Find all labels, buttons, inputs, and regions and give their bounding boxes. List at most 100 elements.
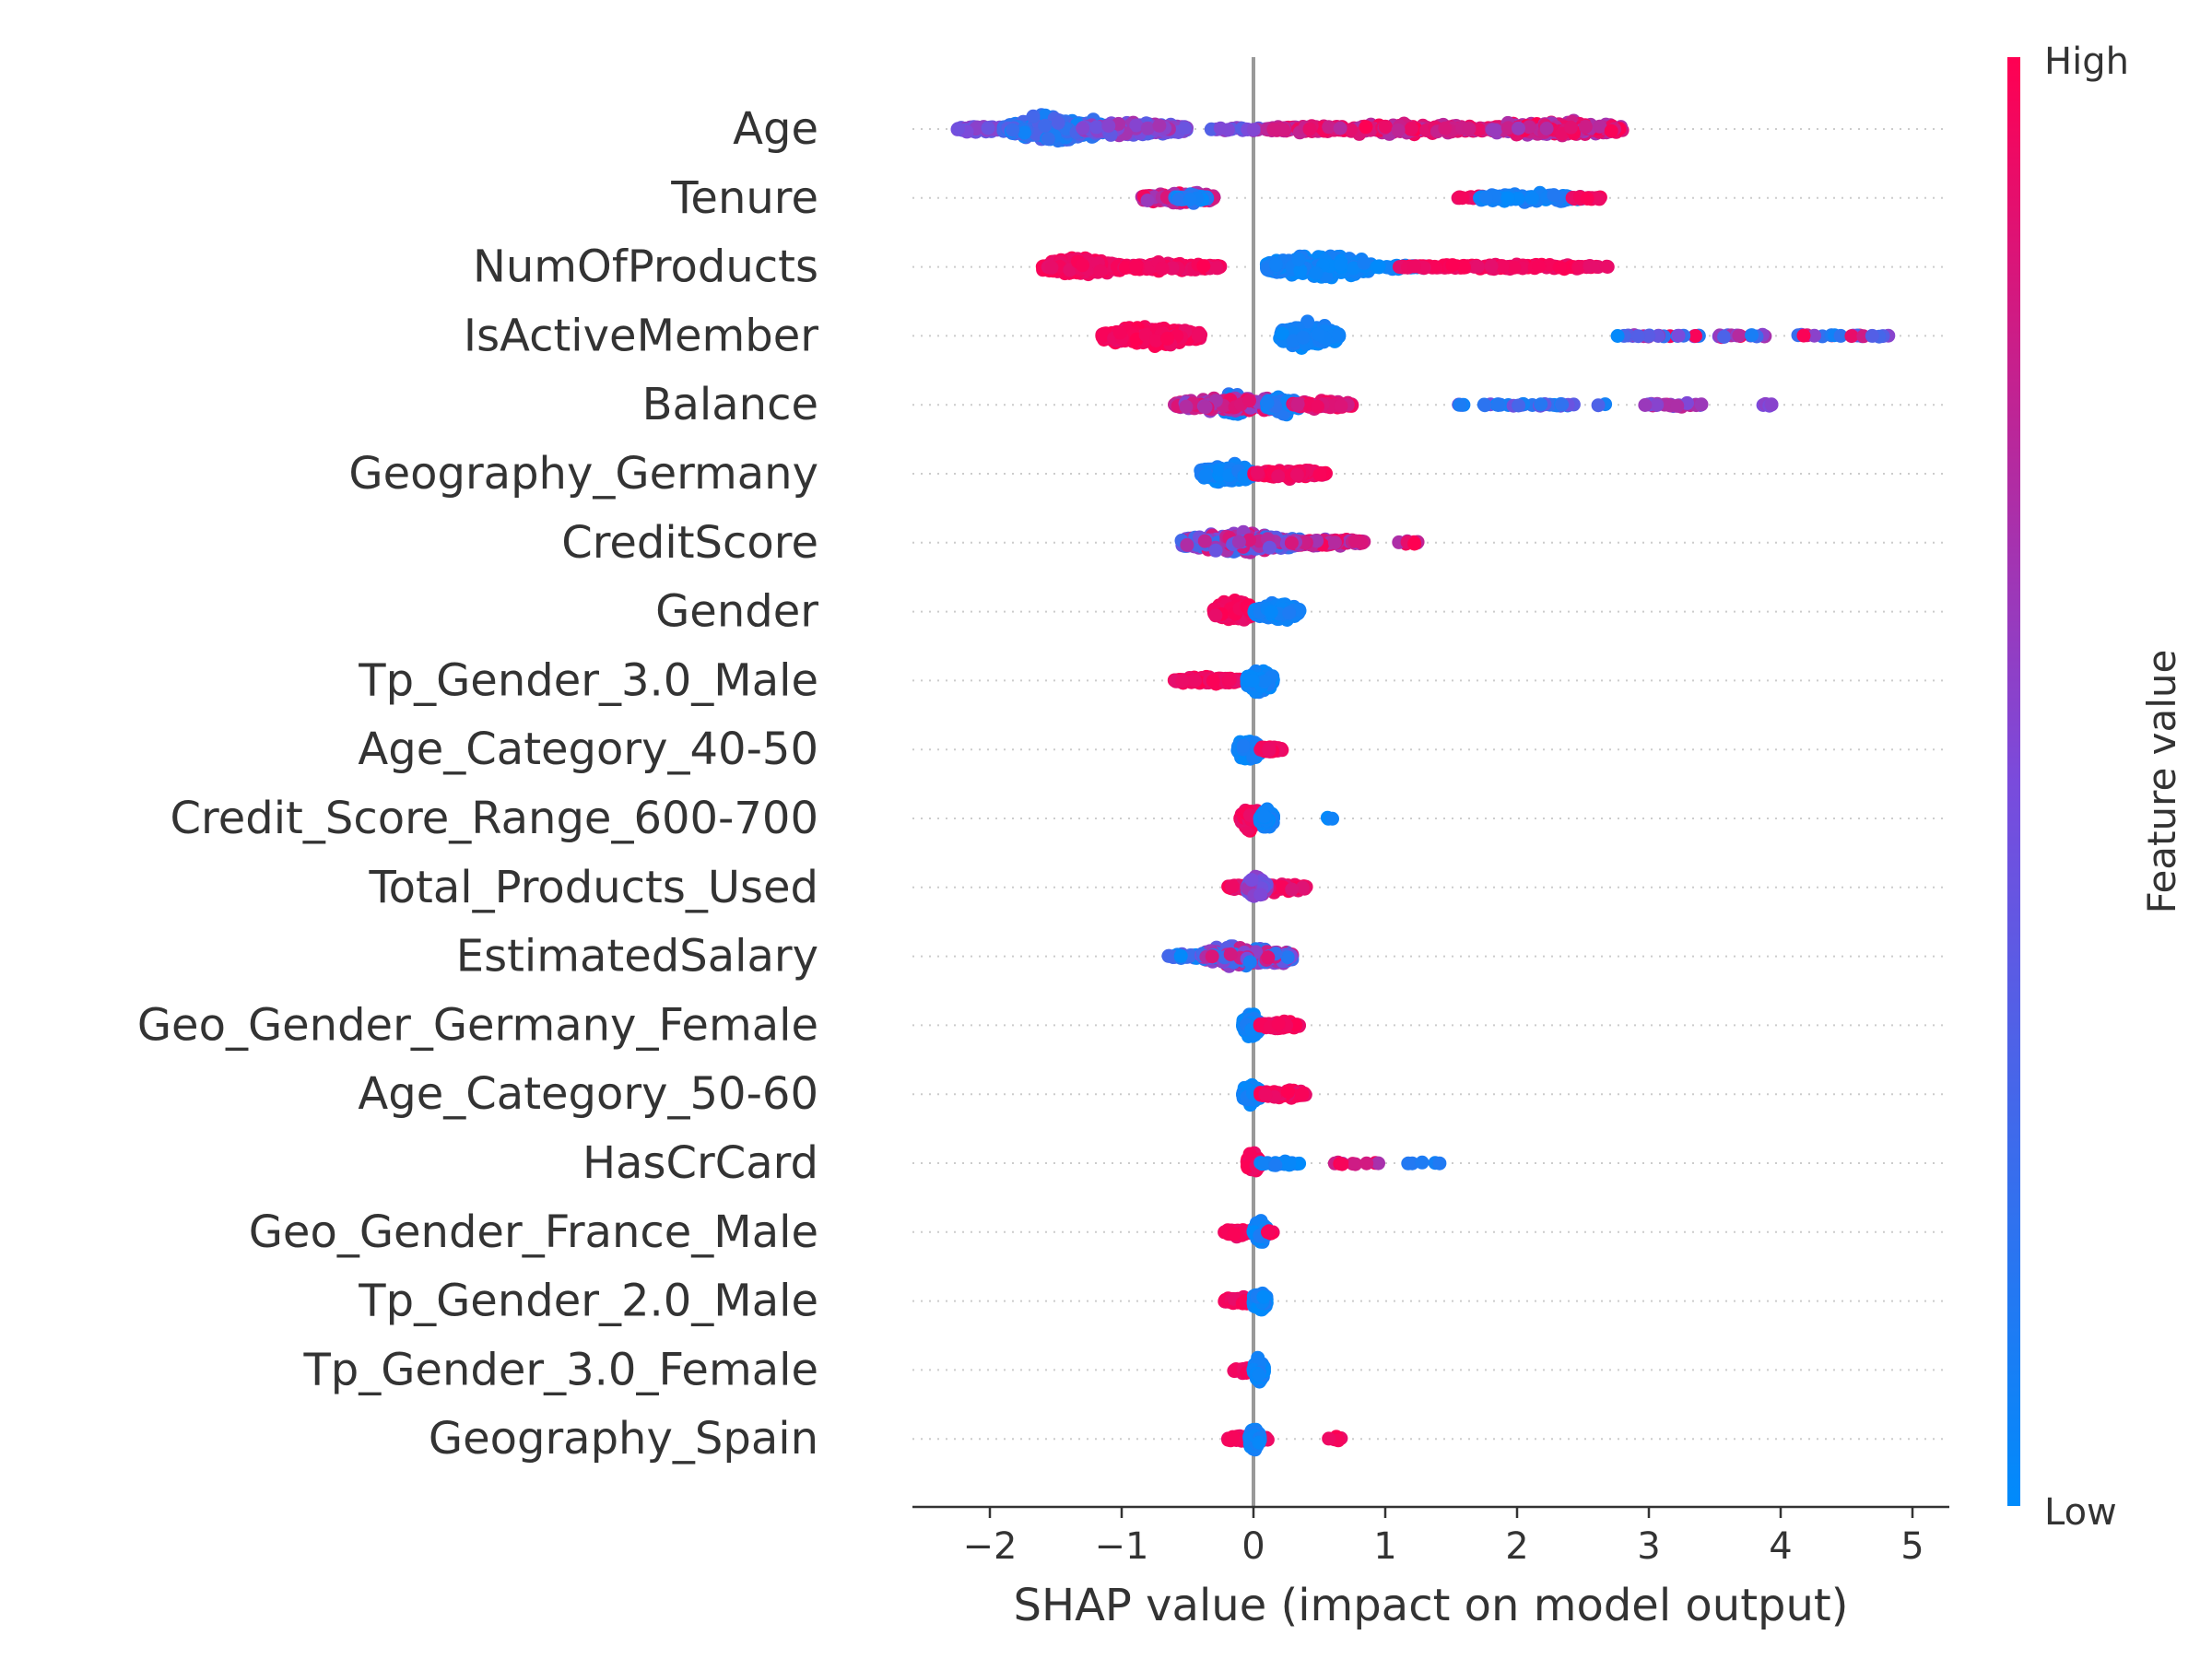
shap-point xyxy=(1555,397,1570,412)
shap-point xyxy=(1093,264,1108,278)
shap-point xyxy=(1457,260,1471,275)
shap-point xyxy=(1179,399,1194,414)
shap-point xyxy=(1453,397,1467,412)
shap-point xyxy=(1140,121,1155,135)
shap-point xyxy=(1155,261,1170,276)
shap-point xyxy=(1484,259,1499,274)
shap-point xyxy=(1198,400,1213,415)
shap-point xyxy=(1191,328,1206,343)
shap-point xyxy=(1371,259,1386,274)
shap-point xyxy=(1488,123,1502,137)
shap-point xyxy=(1604,124,1618,138)
shap-point xyxy=(1290,467,1304,482)
shap-point xyxy=(1348,534,1362,548)
shap-point xyxy=(1764,397,1779,412)
shap-point xyxy=(1378,119,1393,134)
shap-point xyxy=(1512,398,1526,413)
feature-row-points xyxy=(1194,456,1333,489)
shap-point xyxy=(1532,259,1547,274)
shap-point xyxy=(1671,328,1686,343)
shap-point xyxy=(1268,257,1283,272)
shap-point xyxy=(1670,398,1685,413)
shap-point xyxy=(1160,331,1175,346)
shap-point xyxy=(1089,120,1104,135)
shap-point xyxy=(1334,257,1348,272)
feature-row-points xyxy=(1095,314,1896,355)
shap-point xyxy=(1026,109,1041,124)
shap-point xyxy=(1650,398,1665,412)
shap-point xyxy=(1359,120,1373,135)
shap-point xyxy=(1591,398,1606,413)
feature-row-points xyxy=(1135,185,1607,210)
shap-point xyxy=(1242,394,1256,408)
shap-point xyxy=(1491,398,1506,412)
shap-point xyxy=(1462,122,1477,136)
shap-point xyxy=(1140,194,1155,207)
shap-point xyxy=(1128,259,1143,274)
shap-point xyxy=(1006,123,1020,137)
shap-point xyxy=(1311,327,1325,342)
shap-point xyxy=(1246,123,1261,137)
shap-point xyxy=(1552,260,1567,275)
shap-point xyxy=(1407,536,1422,551)
shap-point xyxy=(1018,125,1032,140)
shap-point xyxy=(1302,122,1317,136)
shap-point xyxy=(1178,121,1193,135)
shap-point xyxy=(1500,191,1515,206)
feature-row-points xyxy=(950,108,1630,148)
shap-point xyxy=(1290,396,1305,411)
shap-point xyxy=(1599,259,1614,274)
shap-point xyxy=(1865,328,1879,343)
shap-point xyxy=(1507,260,1522,275)
shap-point xyxy=(1260,395,1275,410)
shap-point xyxy=(1406,259,1421,274)
shap-point xyxy=(1291,253,1306,267)
shap-point xyxy=(1332,327,1347,342)
shap-point xyxy=(1471,259,1485,274)
shap-point xyxy=(1445,258,1460,273)
shap-point xyxy=(1275,326,1289,341)
shap-point xyxy=(1152,118,1167,133)
shap-point xyxy=(1198,468,1213,483)
shap-point xyxy=(1534,397,1548,412)
shap-point xyxy=(1357,255,1371,270)
shap-point xyxy=(1044,260,1059,275)
shap-point xyxy=(1182,193,1197,206)
shap-point xyxy=(1844,329,1859,344)
shap-point xyxy=(1334,399,1348,413)
shap-point xyxy=(1583,259,1597,273)
shap-point xyxy=(1638,398,1653,412)
shap-point xyxy=(1209,261,1224,276)
shap-point xyxy=(1391,123,1406,137)
shap-point xyxy=(1271,469,1286,484)
shap-point xyxy=(1101,119,1116,133)
feature-guide-lines xyxy=(912,128,1949,1441)
shap-point xyxy=(1564,120,1578,135)
shap-point xyxy=(1208,543,1223,558)
shap-point xyxy=(1547,188,1561,203)
shap-point xyxy=(1333,121,1347,135)
shap-point xyxy=(1732,328,1747,343)
shap-point xyxy=(1327,535,1342,550)
shap-point xyxy=(1038,118,1053,133)
shap-point xyxy=(1284,535,1299,550)
shap-point xyxy=(1180,537,1194,552)
shap-point xyxy=(1539,122,1554,135)
shap-point xyxy=(1250,465,1265,480)
shap-point xyxy=(1745,328,1759,343)
shap-point xyxy=(1213,121,1228,135)
shap-point xyxy=(1262,540,1277,555)
shap-point xyxy=(1197,534,1212,548)
shap-point xyxy=(1438,121,1453,135)
shap-point xyxy=(1112,325,1127,340)
feature-row-points xyxy=(1206,594,1307,627)
shap-point xyxy=(1041,132,1055,147)
shap-point xyxy=(1796,328,1811,343)
shap-point xyxy=(1717,330,1732,344)
shap-point xyxy=(951,122,965,136)
shap-point xyxy=(1610,329,1625,343)
shap-point xyxy=(1208,608,1223,623)
shap-point xyxy=(1477,398,1492,413)
shap-point xyxy=(1076,121,1090,135)
shap-point xyxy=(1231,535,1246,549)
